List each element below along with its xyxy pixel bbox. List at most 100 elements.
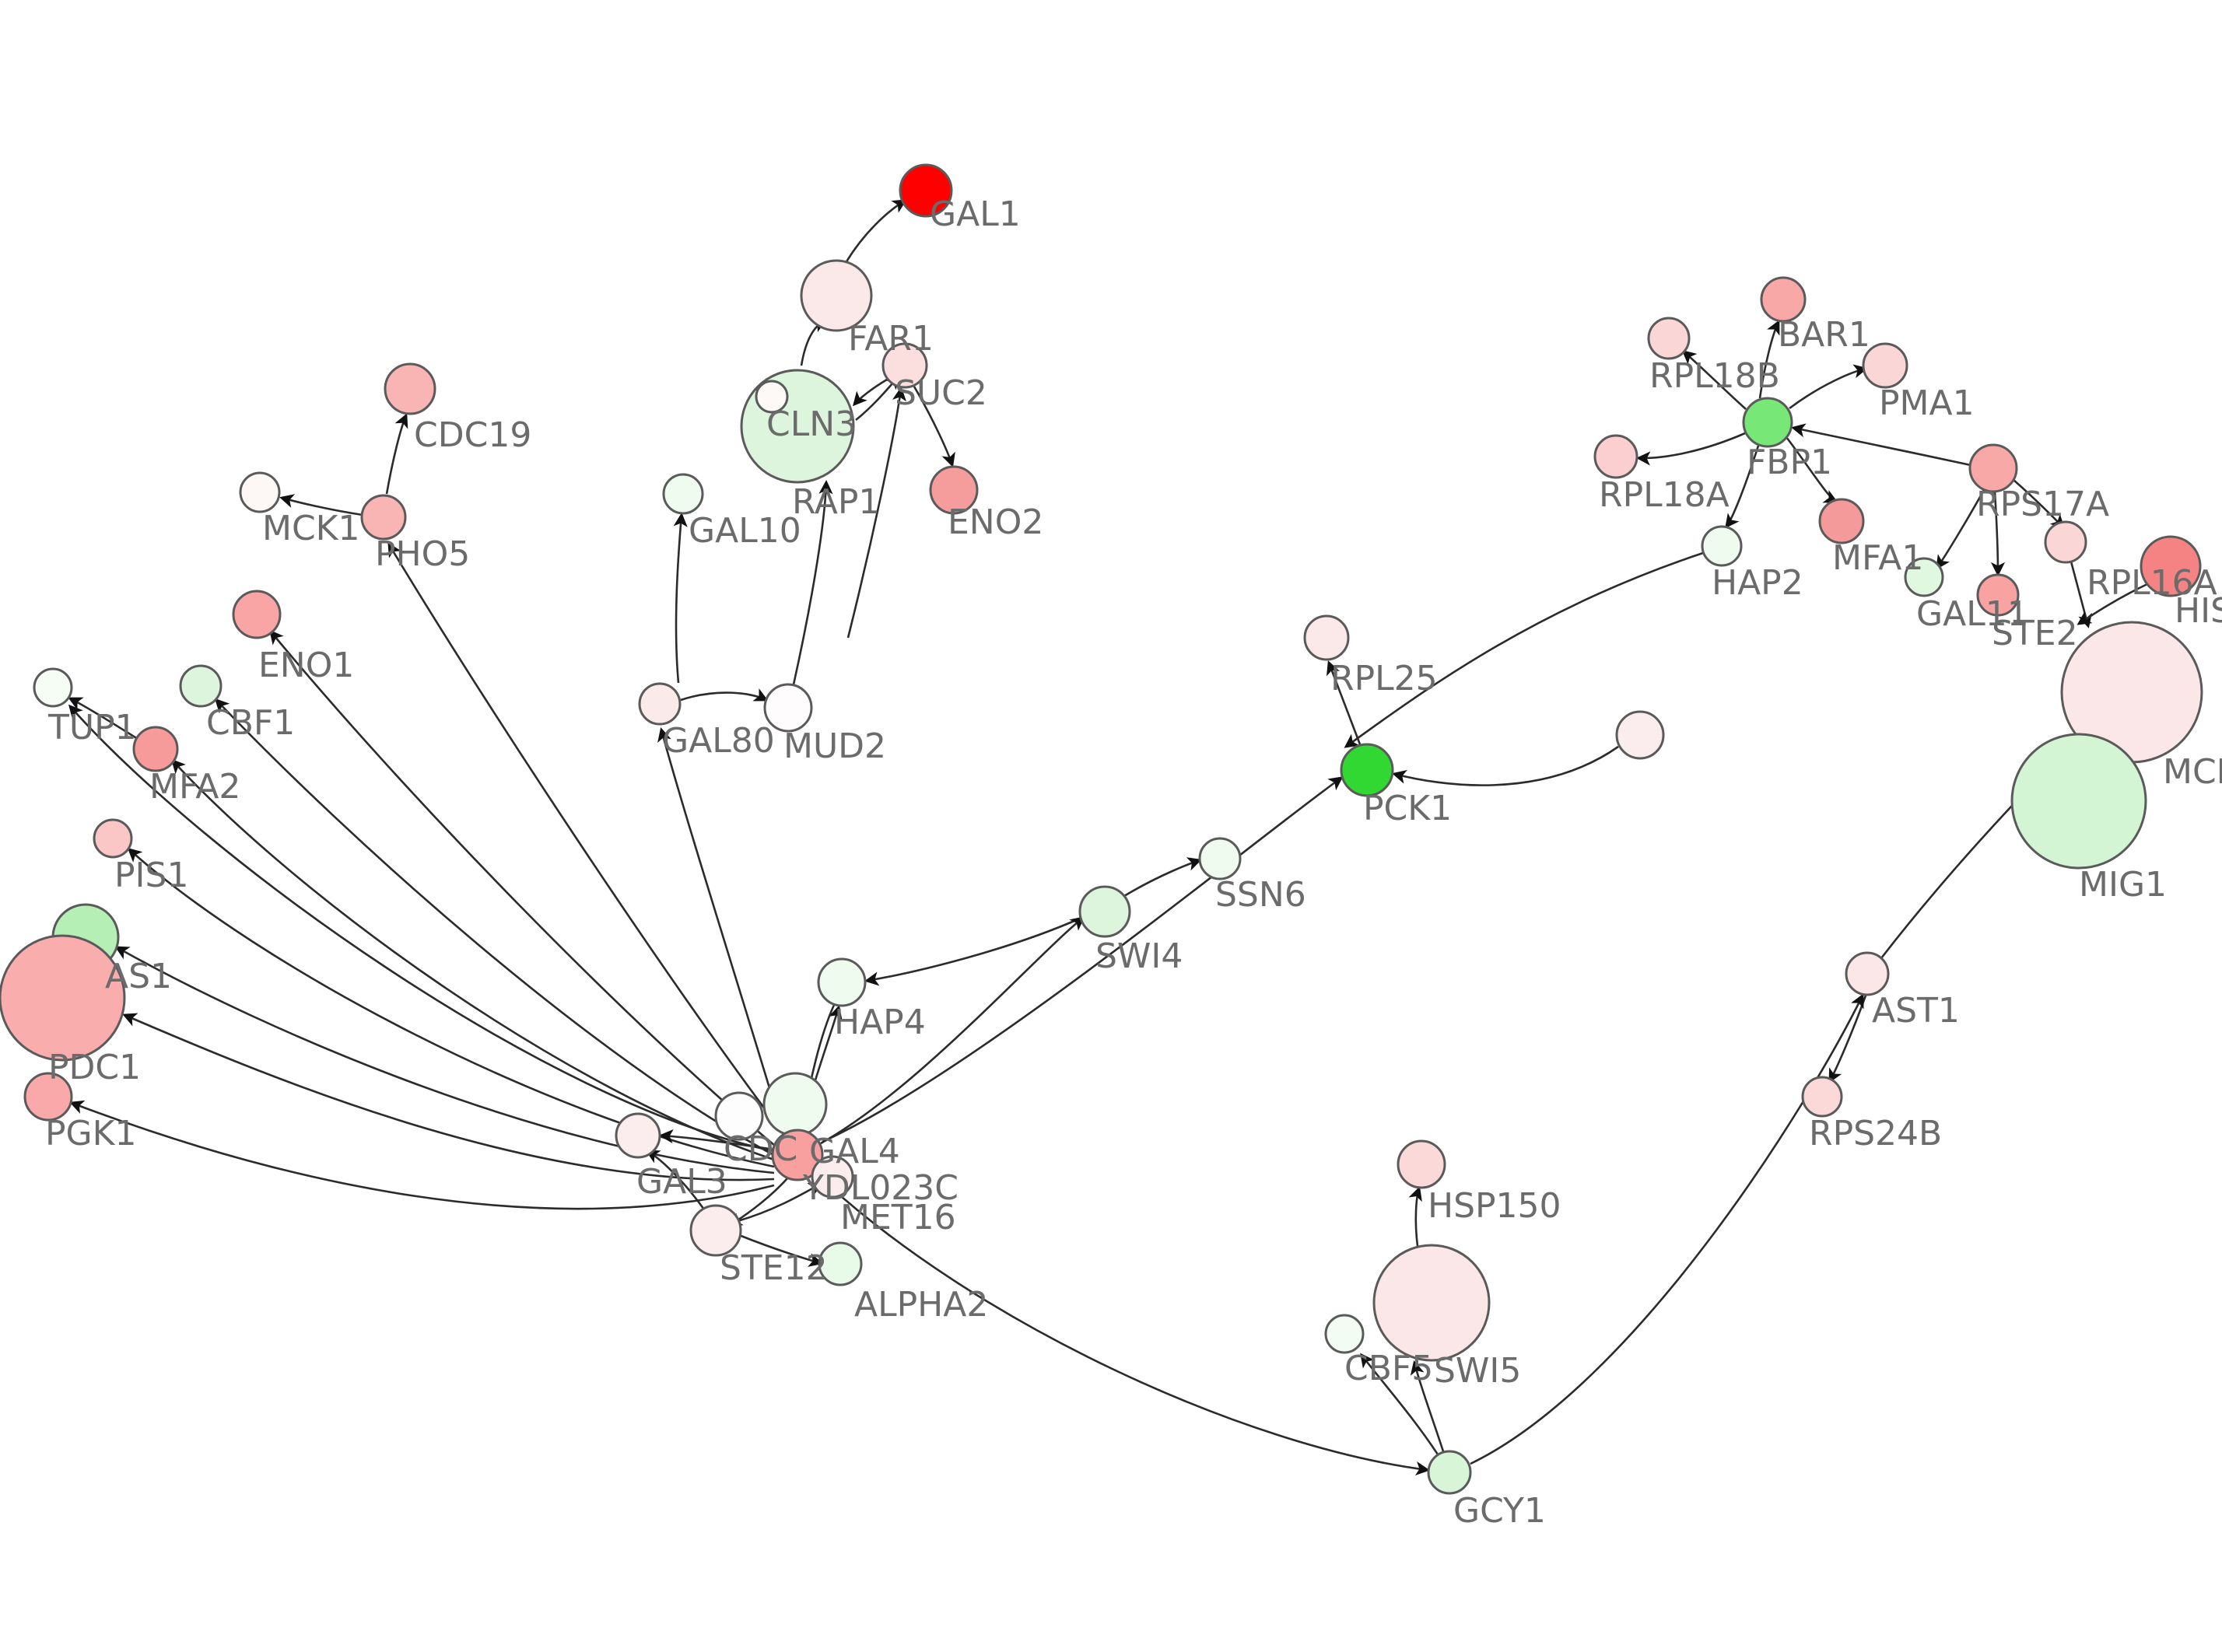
node-label-ste12: STE12 [720,1248,828,1288]
network-node-mig1[interactable] [2010,733,2147,870]
network-node-cdc_node[interactable] [714,1091,764,1141]
network-node-cln3_inner[interactable] [755,380,789,414]
network-node-mck1[interactable] [239,471,281,513]
node-label-ydl023c: YDL023C [802,1168,959,1208]
network-node-hap4[interactable] [817,957,867,1007]
node-label-eno1: ENO1 [258,646,354,685]
node-label-gal10: GAL10 [689,511,801,551]
node-label-bar1: BAR1 [1778,315,1870,355]
network-node-gal10[interactable] [662,473,704,515]
network-node-pma1[interactable] [1862,342,1908,389]
network-node-rps24b[interactable] [1801,1076,1843,1118]
node-label-far1: FAR1 [848,319,934,359]
network-node-gcy1[interactable] [1427,1450,1472,1495]
network-node-swi5[interactable] [1372,1244,1491,1362]
network-node-alpha2[interactable] [818,1241,863,1286]
network-node-mud2[interactable] [763,683,813,733]
network-edge [1360,1353,1439,1455]
network-node-pis1[interactable] [93,818,133,859]
network-edge [853,378,888,407]
node-label-rps17a: RPS17A [1976,485,2109,524]
network-node-mfa2[interactable] [132,726,179,772]
node-label-rap1: RAP1 [792,482,880,522]
node-label-rps24b: RPS24B [1809,1114,1942,1153]
network-node-hap2[interactable] [1701,525,1743,567]
network-edge [214,698,779,1159]
network-node-rpl18a[interactable] [1593,434,1638,479]
network-node-rpl18b[interactable] [1647,317,1691,360]
node-label-swi4: SWI4 [1095,936,1183,976]
network-node-rpl16a[interactable] [2044,520,2087,564]
network-edge [387,542,783,1132]
node-label-rpl18a: RPL18A [1599,475,1730,515]
node-label-cdc19: CDC19 [414,415,531,455]
node-label-pgk1: PGK1 [45,1114,136,1153]
network-node-tup1[interactable] [33,667,73,708]
network-node-gal3[interactable] [615,1112,661,1159]
network-edge [822,776,1344,1143]
network-node-pck1[interactable] [1340,743,1394,797]
network-node-hsp150[interactable] [1397,1139,1446,1189]
network-node-rpl25[interactable] [1303,614,1350,661]
network-edge [864,916,1082,986]
node-label-gal4: GAL4 [809,1132,900,1171]
node-label-rpl18b: RPL18B [1649,356,1780,396]
network-node-ste2[interactable] [1976,573,2020,617]
network-node-pdc1[interactable] [0,934,126,1062]
network-node-ste12[interactable] [689,1204,742,1257]
network-node-mfa1[interactable] [1818,498,1865,544]
network-node-his4[interactable] [2140,535,2202,597]
node-label-mig1: MIG1 [2079,865,2167,905]
node-label-tup1: TUP1 [47,708,137,747]
node-label-rpl25: RPL25 [1330,659,1438,698]
network-node-ssn6[interactable] [1198,837,1242,880]
network-node-eno1[interactable] [232,590,282,639]
network-node-suc2[interactable] [881,342,928,389]
network-edge [1725,445,1760,529]
network-edge [658,1129,775,1151]
node-label-pho5: PHO5 [375,534,470,574]
network-node-ast1[interactable] [1845,951,1890,996]
network-edge [792,479,833,685]
network-node-cbf1[interactable] [179,664,223,708]
network-edge [1392,745,1619,786]
network-edge [1990,492,2006,577]
network-edge [1828,995,1867,1083]
network-edge [1408,1186,1422,1247]
network-node-ydl023c[interactable] [811,1155,854,1199]
node-label-gal3: GAL3 [636,1162,727,1202]
network-node-swi4[interactable] [1078,885,1131,938]
network-edge [114,946,775,1174]
network-edge [68,697,138,740]
network-node-eno2[interactable] [929,465,979,515]
network-node-cdc19[interactable] [384,362,436,415]
node-label-mfa1: MFA1 [1832,538,1923,578]
network-edge [1410,1360,1445,1452]
network-node-gal1[interactable] [899,163,953,218]
network-node-ast1_up[interactable] [1615,710,1665,760]
node-label-cln3: CLN3 [766,404,857,444]
labels-layer: GAL1 FAR1 SUC2 CLN3 ENO2 CDC19 MCK1 PHO5 GAL10RA… [45,194,2222,1531]
node-label-cbf1: CBF1 [206,703,295,743]
network-node-rps17a[interactable] [1968,443,2018,493]
node-label-mfa2: MFA2 [149,767,240,807]
network-node-far1[interactable] [800,259,873,332]
node-label-hap4: HAP4 [834,1003,926,1042]
network-node-met16_node[interactable] [762,1072,828,1137]
network-node-pgk1[interactable] [23,1072,73,1122]
node-label-pdc1: PDC1 [48,1048,141,1087]
node-label-hap2: HAP2 [1712,563,1803,603]
network-node-fbp1[interactable] [1742,397,1793,448]
network-node-cbf5[interactable] [1324,1314,1365,1354]
node-label-alpha2: ALPHA2 [854,1285,988,1325]
node-label-ste2: STE2 [1992,614,2078,653]
network-node-gal4[interactable] [771,1129,824,1181]
network-node-gal80[interactable] [638,682,682,726]
node-label-pck1: PCK1 [1363,789,1452,828]
network-node-bar1[interactable] [1760,276,1807,323]
node-label-mcm1: MCM1 [2163,752,2222,792]
network-node-pho5[interactable] [360,494,407,541]
network-node-gal11[interactable] [1904,557,1944,597]
